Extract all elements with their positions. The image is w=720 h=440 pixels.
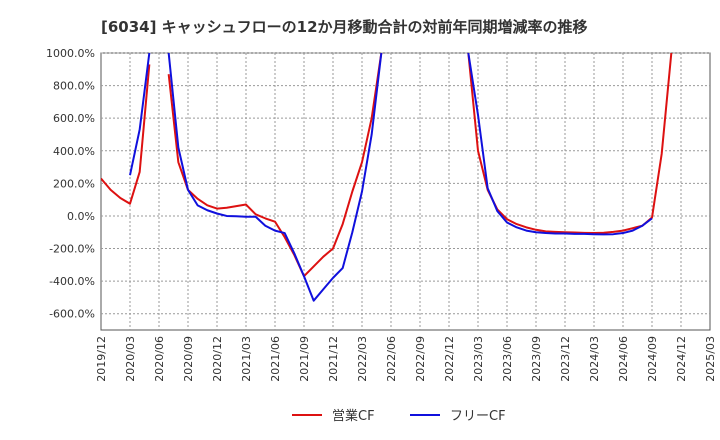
y-tick-label: -600.0%	[49, 308, 95, 321]
legend-label-1: 営業CF	[332, 408, 375, 424]
y-tick-label: 600.0%	[53, 112, 95, 125]
x-tick-label: 2024/12	[675, 336, 688, 382]
x-tick-label: 2020/09	[182, 336, 195, 382]
y-tick-label: 200.0%	[53, 177, 95, 190]
x-tick-label: 2023/12	[559, 336, 572, 382]
x-tick-label: 2023/03	[472, 336, 485, 382]
plot-area	[100, 52, 711, 331]
y-tick-label: -400.0%	[49, 275, 95, 288]
x-tick-label: 2020/06	[153, 336, 166, 382]
x-tick-label: 2025/03	[704, 336, 717, 382]
x-tick-label: 2021/03	[240, 336, 253, 382]
grid-lines	[101, 52, 710, 330]
y-axis-ticks: 1000.0% 800.0% 600.0% 400.0% 200.0% 0.0% -200.…	[46, 47, 95, 321]
x-tick-label: 2022/09	[414, 336, 427, 382]
x-tick-label: 2021/09	[298, 336, 311, 382]
x-tick-label: 2019/12	[95, 336, 108, 382]
y-tick-label: -200.0%	[49, 243, 95, 256]
series-lines	[101, 53, 673, 302]
legend-label-2: フリーCF	[450, 409, 506, 424]
x-tick-label: 2024/06	[617, 336, 630, 382]
y-tick-label: 400.0%	[53, 145, 95, 158]
x-tick-label: 2023/09	[530, 336, 543, 382]
y-tick-label: 800.0%	[53, 80, 95, 93]
chart-title: [6034] キャッシュフローの12か月移動合計の対前年同期増減率の推移	[101, 18, 588, 36]
y-tick-label: 1000.0%	[46, 47, 95, 60]
x-tick-label: 2023/06	[501, 336, 514, 382]
x-tick-label: 2020/12	[211, 336, 224, 382]
series-line-1	[101, 53, 673, 278]
x-tick-label: 2020/03	[124, 336, 137, 382]
x-tick-label: 2022/06	[385, 336, 398, 382]
x-axis-ticks: 2019/12 2020/03 2020/06 2020/09 2020/12 2021/…	[95, 336, 717, 382]
x-tick-label: 2021/12	[327, 336, 340, 382]
x-tick-label: 2022/12	[443, 336, 456, 382]
legend: 営業CF フリーCF	[292, 408, 506, 424]
x-tick-label: 2021/06	[269, 336, 282, 382]
x-tick-label: 2024/03	[588, 336, 601, 382]
x-tick-label: 2022/03	[356, 336, 369, 382]
series-line-2	[129, 53, 653, 302]
y-tick-label: 0.0%	[67, 210, 95, 223]
x-tick-label: 2024/09	[646, 336, 659, 382]
